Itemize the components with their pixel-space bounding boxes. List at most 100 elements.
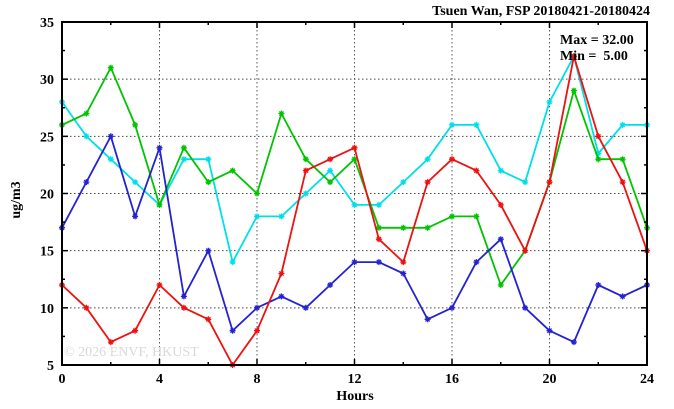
data-point-marker (375, 259, 382, 266)
chart-title: Tsuen Wan, FSP 20180421-20180424 (432, 4, 650, 19)
data-point-marker (497, 201, 504, 208)
data-point-marker (156, 201, 163, 208)
data-point-marker (132, 327, 139, 334)
data-point-marker (205, 247, 212, 254)
data-point-marker (351, 259, 358, 266)
y-tick-label: 25 (40, 130, 54, 145)
data-point-marker (497, 236, 504, 243)
data-point-marker (449, 304, 455, 311)
data-point-marker (375, 201, 382, 208)
data-point-marker (595, 150, 602, 157)
data-point-marker (351, 156, 358, 163)
data-point-marker (473, 167, 480, 174)
data-point-marker (449, 213, 455, 220)
data-point-marker (229, 167, 236, 174)
data-point-marker (497, 282, 504, 288)
y-axis-label: ug/m3 (9, 181, 24, 218)
data-point-marker (449, 156, 455, 163)
x-tick-label: 4 (156, 372, 163, 387)
data-point-marker (327, 156, 334, 163)
data-point-marker (278, 213, 285, 220)
data-point-marker (180, 293, 187, 300)
data-point-marker (229, 259, 236, 266)
data-point-marker (595, 282, 602, 288)
data-point-marker (83, 133, 90, 140)
data-point-marker (619, 179, 626, 186)
data-point-marker (619, 156, 626, 163)
data-point-marker (132, 179, 139, 186)
data-point-marker (205, 316, 212, 323)
max-annotation: Max = 32.00 (560, 33, 634, 48)
data-point-marker (278, 110, 285, 117)
data-point-marker (400, 224, 407, 231)
tick-labels: 0 4 8 12 16 20 24 5 10 15 20 25 30 35 (40, 16, 654, 387)
data-point-marker (229, 327, 236, 334)
data-point-marker (132, 213, 139, 220)
data-point-marker (400, 179, 407, 186)
data-point-marker (107, 133, 114, 140)
data-point-marker (473, 121, 480, 128)
data-point-marker (619, 293, 626, 300)
data-point-marker (619, 121, 626, 128)
data-point-marker (327, 282, 334, 288)
data-point-marker (522, 179, 529, 186)
data-point-marker (375, 224, 382, 231)
data-point-marker (546, 179, 553, 186)
data-point-marker (497, 167, 504, 174)
data-point-marker (302, 156, 309, 163)
data-point-marker (522, 247, 529, 254)
data-point-marker (546, 99, 553, 105)
data-point-marker (180, 304, 187, 311)
x-tick-label: 8 (254, 372, 261, 387)
data-point-marker (449, 121, 455, 128)
y-tick-label: 10 (40, 302, 54, 317)
data-point-marker (205, 156, 212, 163)
data-point-marker (180, 156, 187, 163)
y-tick-label: 20 (40, 188, 54, 203)
data-point-marker (107, 339, 114, 346)
y-tick-label: 35 (40, 16, 54, 31)
data-point-marker (180, 144, 187, 151)
data-point-marker (424, 316, 431, 323)
data-point-marker (254, 213, 260, 220)
data-point-marker (424, 179, 431, 186)
x-tick-label: 0 (59, 372, 66, 387)
data-point-marker (254, 304, 260, 311)
grid-lines (62, 22, 647, 365)
data-point-marker (424, 224, 431, 231)
data-point-marker (156, 144, 163, 151)
data-point-marker (107, 64, 114, 71)
data-point-marker (205, 179, 212, 186)
data-point-marker (351, 201, 358, 208)
data-point-marker (473, 259, 480, 266)
data-point-marker (522, 304, 529, 311)
data-point-marker (570, 87, 577, 94)
data-point-marker (327, 167, 334, 174)
data-point-marker (83, 304, 90, 311)
x-tick-label: 12 (348, 372, 362, 387)
y-tick-label: 5 (47, 359, 54, 374)
data-point-marker (302, 304, 309, 311)
x-tick-label: 24 (640, 372, 654, 387)
data-point-marker (254, 190, 260, 197)
data-point-marker (375, 236, 382, 243)
x-axis-label: Hours (336, 389, 374, 404)
data-point-marker (83, 110, 90, 117)
y-tick-label: 15 (40, 245, 54, 260)
data-point-marker (570, 339, 577, 346)
data-point-marker (351, 144, 358, 151)
plot-border (61, 21, 648, 366)
watermark: © 2026 ENVF, HKUST (64, 345, 199, 360)
data-series (59, 53, 650, 368)
x-tick-label: 16 (445, 372, 459, 387)
data-point-marker (107, 156, 114, 163)
data-point-marker (570, 53, 577, 60)
data-point-marker (546, 327, 553, 334)
data-point-marker (83, 179, 90, 186)
data-point-marker (400, 259, 407, 266)
series-blue-line (59, 133, 650, 346)
data-point-marker (278, 270, 285, 277)
data-point-marker (156, 282, 163, 288)
data-point-marker (302, 167, 309, 174)
data-point-marker (473, 213, 480, 220)
